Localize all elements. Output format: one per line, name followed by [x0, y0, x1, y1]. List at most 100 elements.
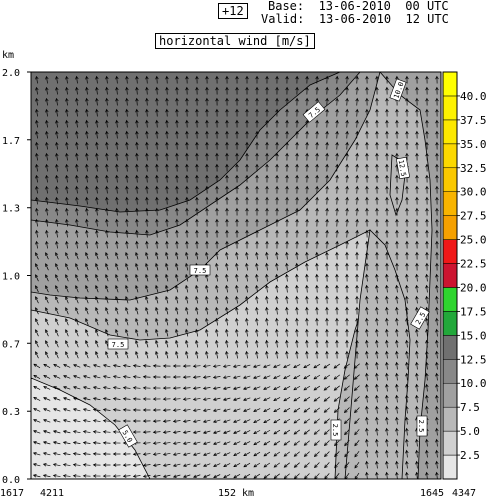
wind-arrow	[125, 207, 129, 216]
wind-arrow	[55, 196, 59, 205]
wind-arrow	[65, 174, 69, 183]
wind-arrow	[195, 207, 199, 216]
wind-arrow	[205, 75, 209, 84]
wind-arrow	[435, 295, 439, 304]
wind-arrow	[415, 97, 419, 106]
wind-arrow	[105, 329, 109, 337]
wind-arrow	[395, 328, 399, 337]
wind-arrow	[405, 240, 409, 249]
wind-arrow	[325, 108, 329, 117]
wind-arrow	[72, 386, 81, 390]
wind-arrow	[115, 86, 119, 95]
wind-arrow	[415, 119, 419, 128]
wind-arrow	[175, 262, 179, 271]
wind-arrow	[185, 295, 189, 304]
wind-arrow	[255, 240, 259, 249]
wind-arrow	[255, 75, 259, 84]
wind-arrow	[75, 218, 79, 227]
wind-arrow	[64, 252, 69, 260]
wind-arrow	[245, 108, 249, 117]
wind-arrow	[75, 240, 79, 249]
wind-arrow	[205, 240, 209, 249]
wind-arrow	[385, 196, 389, 205]
colorbar-cell	[442, 95, 458, 121]
wind-arrow	[162, 474, 171, 478]
wind-arrow	[405, 339, 409, 348]
wind-arrow	[43, 419, 51, 423]
wind-arrow	[375, 174, 379, 183]
wind-arrow	[222, 386, 231, 390]
wind-arrow	[273, 408, 281, 413]
wind-arrow	[255, 295, 259, 304]
wind-arrow	[105, 229, 109, 238]
wind-arrow	[345, 108, 349, 117]
colorbar-cell	[442, 406, 458, 432]
wind-arrow	[315, 119, 319, 128]
wind-arrow	[225, 273, 229, 282]
wind-arrow	[315, 251, 319, 260]
wind-arrow	[335, 218, 339, 227]
wind-arrow	[235, 185, 239, 194]
wind-arrow	[75, 196, 79, 205]
wind-arrow	[275, 119, 279, 128]
wind-arrow	[285, 240, 289, 249]
wind-arrow	[152, 452, 161, 456]
wind-arrow	[233, 473, 241, 479]
wind-arrow	[34, 274, 39, 282]
wind-arrow	[45, 240, 49, 249]
wind-arrow	[43, 385, 51, 390]
wind-arrow	[205, 119, 209, 128]
wind-arrow	[325, 196, 329, 205]
wind-arrow	[295, 317, 299, 326]
wind-arrow	[295, 196, 299, 205]
wind-arrow	[405, 119, 409, 128]
wind-arrow	[54, 263, 59, 271]
wind-arrow	[92, 375, 101, 379]
wind-arrow	[165, 339, 169, 348]
wind-arrow	[152, 430, 161, 434]
wind-arrow	[315, 86, 319, 95]
wind-arrow	[112, 419, 121, 423]
wind-arrow	[313, 440, 320, 446]
wind-arrow	[333, 363, 341, 369]
wind-arrow	[295, 328, 299, 337]
wind-arrow	[125, 97, 129, 106]
wind-arrow	[435, 207, 439, 216]
wind-arrow	[45, 141, 49, 150]
wind-arrow	[185, 229, 189, 238]
wind-arrow	[232, 386, 241, 390]
wind-arrow	[304, 473, 310, 479]
wind-arrow	[185, 306, 189, 315]
wind-arrow	[405, 328, 409, 337]
wind-arrow	[225, 108, 229, 117]
wind-arrow	[285, 119, 289, 128]
wind-arrow	[305, 97, 309, 106]
wind-arrow	[355, 207, 359, 216]
wind-arrow	[135, 207, 139, 216]
wind-arrow	[112, 364, 121, 368]
wind-arrow	[55, 86, 59, 95]
wind-arrow	[375, 75, 379, 84]
wind-arrow	[105, 274, 109, 282]
wind-arrow	[35, 108, 39, 117]
wind-arrow	[355, 295, 359, 304]
wind-arrow	[375, 240, 379, 249]
wind-arrow	[305, 185, 309, 194]
wind-arrow	[435, 427, 439, 436]
wind-arrow	[435, 240, 439, 249]
wind-arrow	[395, 240, 399, 249]
wind-arrow	[395, 372, 399, 381]
wind-arrow	[375, 339, 379, 348]
wind-arrow	[44, 263, 49, 271]
wind-arrow	[395, 207, 399, 216]
wind-arrow	[95, 285, 99, 293]
wind-arrow	[125, 350, 129, 359]
wind-arrow	[365, 306, 369, 315]
wind-arrow	[132, 452, 141, 456]
wind-arrow	[385, 119, 389, 128]
wind-arrow	[385, 262, 389, 271]
wind-arrow	[285, 108, 289, 117]
wind-arrow	[35, 97, 39, 106]
wind-arrow	[425, 361, 429, 370]
wind-arrow	[325, 240, 329, 249]
